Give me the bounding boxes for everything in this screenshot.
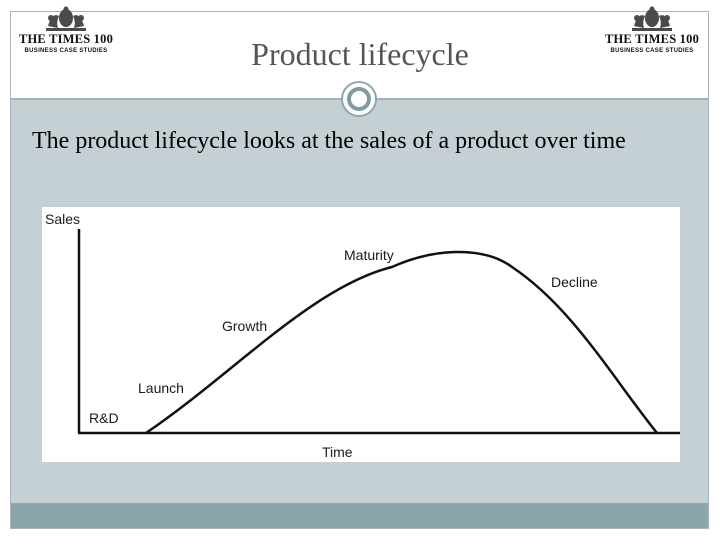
logo-left-subtitle: BUSINESS CASE STUDIES <box>24 48 108 54</box>
ring-ornament-icon <box>341 81 377 117</box>
stage-label-decline: Decline <box>551 274 598 290</box>
footer-band <box>11 503 708 528</box>
stage-label-maturity: Maturity <box>344 247 394 263</box>
stage-label-launch: Launch <box>138 380 184 396</box>
logo-right-subtitle: BUSINESS CASE STUDIES <box>610 48 694 54</box>
stage-label-rd: R&D <box>89 410 119 426</box>
page-title: Product lifecycle <box>251 36 469 72</box>
times-100-logo-right: THE TIMES 100 BUSINESS CASE STUDIES <box>604 6 700 54</box>
ring-ornament-inner <box>347 87 371 111</box>
stage-label-growth: Growth <box>222 318 267 334</box>
times-crest-icon <box>632 6 672 31</box>
times-100-logo-left: THE TIMES 100 BUSINESS CASE STUDIES <box>18 6 114 54</box>
lifecycle-curve <box>145 250 658 435</box>
body-text: The product lifecycle looks at the sales… <box>32 128 626 154</box>
x-axis-label: Time <box>322 444 353 460</box>
logo-left-title: THE TIMES 100 <box>18 32 114 46</box>
y-axis-label: Sales <box>45 211 80 227</box>
times-crest-icon <box>46 6 86 31</box>
logo-right-title: THE TIMES 100 <box>604 32 700 46</box>
lifecycle-svg: Sales Time R&D Launch Growth Maturity De… <box>45 211 680 460</box>
product-lifecycle-diagram: Sales Time R&D Launch Growth Maturity De… <box>42 207 680 462</box>
